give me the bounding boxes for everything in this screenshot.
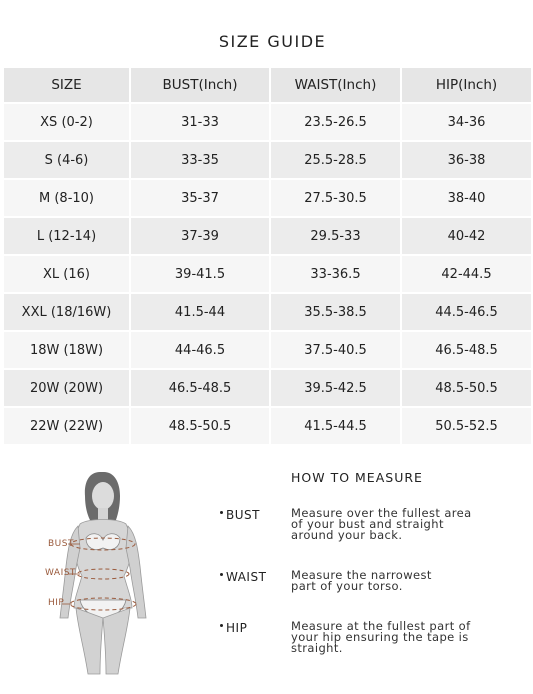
header-waist: WAIST(Inch)	[271, 68, 400, 102]
table-row: M (8-10) 35-37 27.5-30.5 38-40	[4, 180, 531, 216]
table-row: XL (16) 39-41.5 33-36.5 42-44.5	[4, 256, 531, 292]
figure-label-waist: WAIST	[45, 568, 76, 578]
table-row: S (4-6) 33-35 25.5-28.5 36-38	[4, 142, 531, 178]
size-table: SIZE BUST(Inch) WAIST(Inch) HIP(Inch) XS…	[2, 66, 533, 446]
cell-bust: 31-33	[131, 104, 269, 140]
bullet-icon	[220, 511, 223, 514]
cell-hip: 38-40	[402, 180, 531, 216]
cell-size: S (4-6)	[4, 142, 129, 178]
measure-desc-line: your hip ensuring the tape is	[291, 630, 469, 644]
cell-bust: 46.5-48.5	[131, 370, 269, 406]
measure-label: BUST	[226, 508, 260, 522]
cell-waist: 27.5-30.5	[271, 180, 400, 216]
header-hip: HIP(Inch)	[402, 68, 531, 102]
cell-hip: 48.5-50.5	[402, 370, 531, 406]
cell-waist: 29.5-33	[271, 218, 400, 254]
measure-description: Measure over the fullest area of your bu…	[291, 506, 481, 542]
table-row: XXL (18/16W) 41.5-44 35.5-38.5 44.5-46.5	[4, 294, 531, 330]
figure-label-hip: HIP	[48, 598, 65, 608]
cell-waist: 41.5-44.5	[271, 408, 400, 444]
figure-label-bust: BUST	[48, 539, 74, 549]
bullet-icon	[220, 573, 223, 576]
cell-size: XS (0-2)	[4, 104, 129, 140]
header-bust: BUST(Inch)	[131, 68, 269, 102]
table-row: 18W (18W) 44-46.5 37.5-40.5 46.5-48.5	[4, 332, 531, 368]
cell-hip: 50.5-52.5	[402, 408, 531, 444]
measure-desc-line: around your back.	[291, 528, 403, 542]
cell-waist: 33-36.5	[271, 256, 400, 292]
measure-description: Measure the narrowest part of your torso…	[291, 568, 481, 593]
measure-description: Measure at the fullest part of your hip …	[291, 619, 481, 655]
cell-bust: 48.5-50.5	[131, 408, 269, 444]
measure-desc-line: part of your torso.	[291, 579, 403, 593]
cell-hip: 44.5-46.5	[402, 294, 531, 330]
how-to-measure-title: HOW TO MEASURE	[291, 470, 423, 485]
measure-label: HIP	[226, 621, 248, 635]
cell-waist: 35.5-38.5	[271, 294, 400, 330]
table-row: L (12-14) 37-39 29.5-33 40-42	[4, 218, 531, 254]
body-silhouette-icon	[59, 472, 147, 675]
body-figure-illustration: BUST WAIST HIP	[28, 468, 188, 678]
cell-size: 18W (18W)	[4, 332, 129, 368]
cell-bust: 44-46.5	[131, 332, 269, 368]
cell-bust: 33-35	[131, 142, 269, 178]
cell-hip: 42-44.5	[402, 256, 531, 292]
table-row: 22W (22W) 48.5-50.5 41.5-44.5 50.5-52.5	[4, 408, 531, 444]
cell-size: XXL (18/16W)	[4, 294, 129, 330]
cell-size: 22W (22W)	[4, 408, 129, 444]
cell-bust: 41.5-44	[131, 294, 269, 330]
cell-size: XL (16)	[4, 256, 129, 292]
cell-waist: 37.5-40.5	[271, 332, 400, 368]
page-title: SIZE GUIDE	[218, 32, 327, 51]
cell-size: 20W (20W)	[4, 370, 129, 406]
cell-waist: 23.5-26.5	[271, 104, 400, 140]
cell-waist: 39.5-42.5	[271, 370, 400, 406]
cell-bust: 35-37	[131, 180, 269, 216]
measure-label: WAIST	[226, 570, 267, 584]
cell-hip: 34-36	[402, 104, 531, 140]
measure-desc-line: Measure the narrowest	[291, 568, 432, 582]
cell-size: M (8-10)	[4, 180, 129, 216]
cell-bust: 39-41.5	[131, 256, 269, 292]
table-row: 20W (20W) 46.5-48.5 39.5-42.5 48.5-50.5	[4, 370, 531, 406]
cell-hip: 46.5-48.5	[402, 332, 531, 368]
cell-hip: 36-38	[402, 142, 531, 178]
table-header-row: SIZE BUST(Inch) WAIST(Inch) HIP(Inch)	[4, 68, 531, 102]
cell-size: L (12-14)	[4, 218, 129, 254]
header-size: SIZE	[4, 68, 129, 102]
measure-desc-line: straight.	[291, 641, 343, 655]
cell-waist: 25.5-28.5	[271, 142, 400, 178]
table-row: XS (0-2) 31-33 23.5-26.5 34-36	[4, 104, 531, 140]
bullet-icon	[220, 624, 223, 627]
measure-desc-line: Measure at the fullest part of	[291, 619, 471, 633]
measure-desc-line: Measure over the fullest area	[291, 506, 472, 520]
measure-desc-line: of your bust and straight	[291, 517, 444, 531]
cell-bust: 37-39	[131, 218, 269, 254]
cell-hip: 40-42	[402, 218, 531, 254]
